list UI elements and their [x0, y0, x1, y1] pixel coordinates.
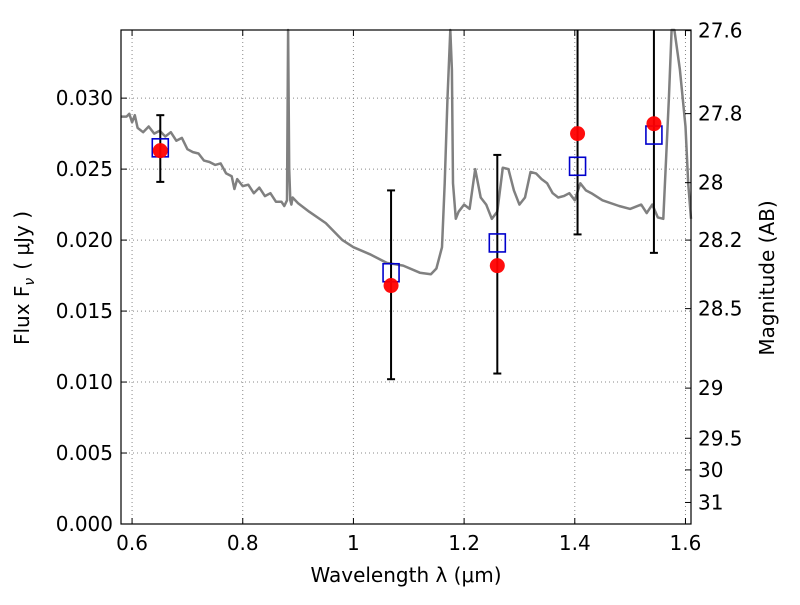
errorbar-layer [156, 30, 658, 381]
y-axis-title-subscript: ν [22, 278, 38, 286]
observed-circle-marker [570, 126, 586, 142]
y-ticks: 0.000 0.005 0.010 0.015 0.020 0.025 0.030 [56, 86, 127, 536]
x-axis-title: Wavelength λ (μm) [310, 563, 501, 587]
observed-circle-marker [152, 143, 168, 159]
x-tick-label: 1 [347, 531, 360, 555]
x-tick-label: 0.8 [227, 531, 259, 555]
observed-circle-layer [152, 116, 662, 294]
y-tick-label: 0.010 [56, 370, 113, 394]
y2-tick-label: 27.6 [698, 19, 743, 43]
y2-tick-label: 28.2 [698, 228, 743, 252]
y2-tick-label: 31 [698, 490, 723, 514]
y-tick-label: 0.000 [56, 512, 113, 536]
x-tick-label: 1.4 [559, 531, 591, 555]
y-tick-label: 0.030 [56, 86, 113, 110]
observed-circle-marker [489, 258, 505, 274]
y2-tick-label: 28 [698, 171, 723, 195]
x-tick-label: 1.2 [448, 531, 480, 555]
y-tick-label: 0.015 [56, 299, 113, 323]
plot-frame [120, 29, 692, 525]
y-axis-title: Flux Fν ( μJy ) [10, 211, 38, 345]
x-tick-label: 1.6 [670, 531, 702, 555]
spectrum-layer [121, 28, 693, 276]
y2-tick-label: 29.5 [698, 426, 743, 450]
observed-circle-marker [383, 278, 399, 294]
y2-tick-label: 28.5 [698, 297, 743, 321]
y-tick-label: 0.005 [56, 441, 113, 465]
model-square-marker [488, 233, 507, 253]
y-tick-label: 0.020 [56, 228, 113, 252]
y-axis-title-unit: ( μJy ) [10, 211, 34, 270]
observed-circle-marker [646, 116, 662, 132]
y2-tick-label: 27.8 [698, 102, 743, 126]
x-ticks: 0.6 0.8 1 1.2 1.4 1.6 [116, 30, 701, 555]
y2-axis-title: Magnitude (AB) [755, 200, 779, 355]
y2-tick-label: 29 [698, 376, 723, 400]
model-square-layer [151, 125, 663, 283]
spectrum-line [121, 28, 693, 276]
x-tick-label: 0.6 [116, 531, 148, 555]
model-square-marker [568, 156, 587, 177]
y2-ticks: 27.6 27.8 28 28.2 28.5 29 29.5 30 31 [685, 19, 743, 514]
grid-lines [121, 30, 691, 524]
y-axis-title-main: Flux F [10, 286, 34, 345]
y-tick-label: 0.025 [56, 157, 113, 181]
y2-tick-label: 30 [698, 458, 723, 482]
